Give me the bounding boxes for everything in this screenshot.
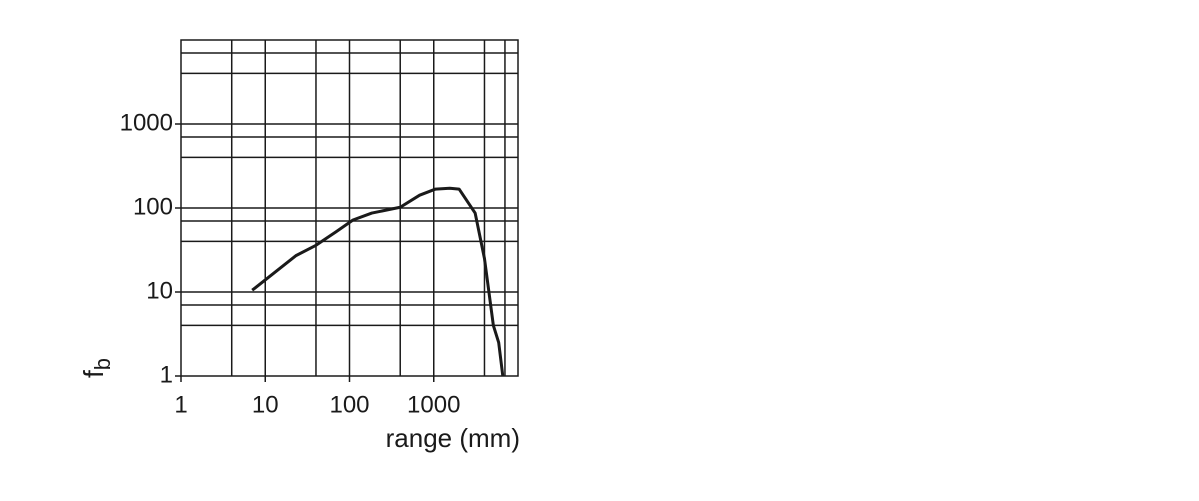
x-axis-label: range (mm) [386, 423, 520, 453]
data-line [251, 186, 505, 377]
y-axis-label-subscript: b [90, 358, 115, 370]
y-tick-label: 1 [160, 361, 173, 388]
y-tick-label: 1000 [120, 109, 173, 136]
y-axis-label: fb [78, 358, 114, 378]
x-tick-label: 1000 [407, 391, 460, 418]
x-tick-label: 1 [174, 391, 187, 418]
y-axis-label-main: f [78, 370, 109, 378]
y-tick-label: 10 [146, 277, 173, 304]
x-tick-label: 10 [252, 391, 279, 418]
y-tick-label: 100 [133, 193, 173, 220]
x-tick-label: 100 [329, 391, 369, 418]
